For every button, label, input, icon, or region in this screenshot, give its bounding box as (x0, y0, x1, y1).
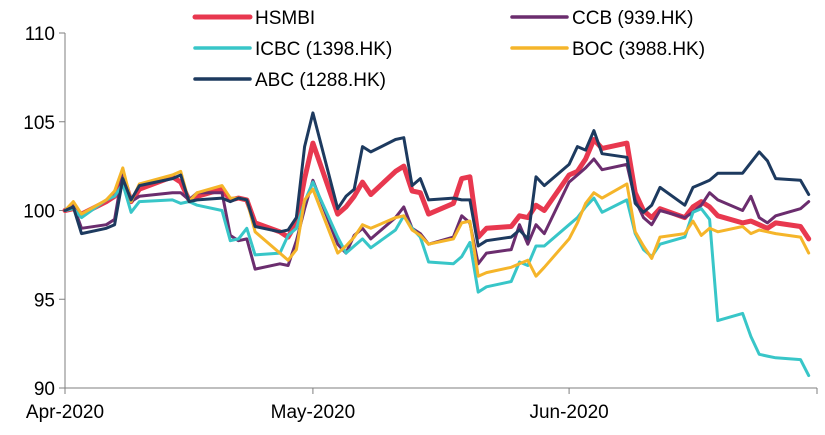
y-tick-label: 90 (34, 379, 55, 400)
legend-label-4: ABC (1288.HK) (255, 70, 386, 91)
x-tick-label: Apr-2020 (26, 402, 104, 423)
legend-label-3: BOC (3988.HK) (572, 39, 705, 60)
y-tick-label: 100 (23, 202, 55, 223)
y-tick-label: 105 (23, 113, 55, 134)
y-axis-ticks: 90 95 100 105 110 (23, 24, 65, 400)
legend-label-2: ICBC (1398.HK) (255, 39, 392, 60)
series-line-4 (63, 111, 811, 248)
series-line-3 (63, 166, 811, 278)
chart-legend: HSMBI CCB (939.HK) ICBC (1398.HK) BOC (3988… (192, 8, 705, 91)
y-tick-label: 110 (25, 24, 55, 45)
x-tick-label: May-2020 (271, 402, 356, 423)
series-line-0 (62, 137, 812, 242)
series-lines (62, 111, 812, 378)
x-axis-ticks: Apr-2020 May-2020 Jun-2020 (26, 388, 818, 423)
x-tick-label: Jun-2020 (529, 402, 608, 423)
legend-label-0: HSMBI (255, 8, 315, 29)
legend-label-1: CCB (939.HK) (572, 8, 693, 29)
y-tick-label: 95 (34, 290, 55, 311)
